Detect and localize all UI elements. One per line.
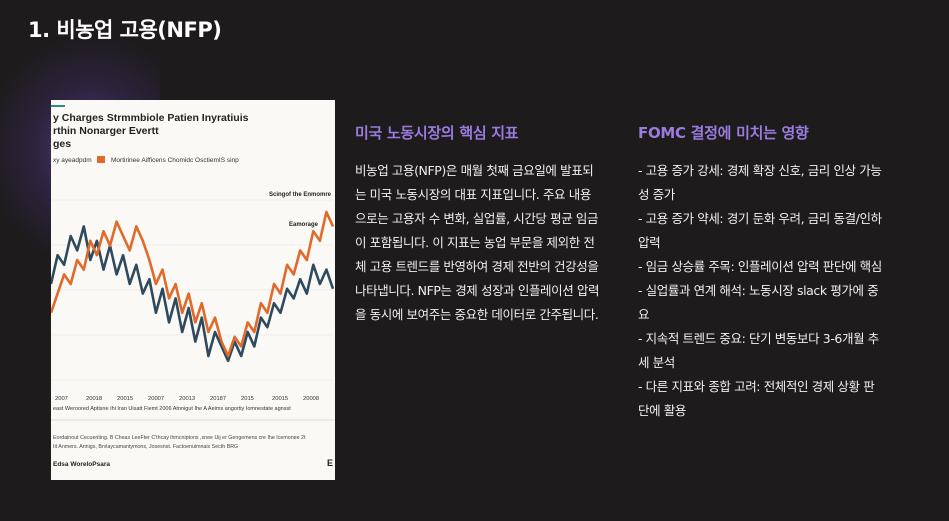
x-tick-label: 20015 <box>272 396 288 402</box>
legend-right-label: Mortirinee Aifficens Chomidc OsctiemIS s… <box>111 157 239 164</box>
x-tick-label: 20007 <box>148 396 164 402</box>
legend-swatch-orange <box>97 156 105 163</box>
right-column: FOMC 결정에 미치는 영향 - 고용 증가 강세: 경제 확장 신호, 금리… <box>638 122 883 423</box>
image-title-line3: ges <box>53 138 71 150</box>
foot-line-1: Eordainout Cecueriting. B Cheas LeeFter … <box>53 435 306 441</box>
x-tick-label: 2007 <box>55 396 68 402</box>
legend-left-label: xy ayeadpdm <box>53 157 92 164</box>
annotation-top: Scingof the Enmomre <box>269 192 332 198</box>
series-line-orange <box>51 210 335 358</box>
source-label: Edsa WoreloPsara <box>53 461 110 468</box>
left-column-heading: 미국 노동시장의 핵심 지표 <box>355 124 519 142</box>
right-column-heading: FOMC 결정에 미치는 영향 <box>638 124 809 142</box>
x-tick-label: 20018 <box>86 396 102 402</box>
chart-svg: y Charges Strmmbiole Patien Inyratiuis r… <box>51 105 335 468</box>
series-line-navy <box>51 225 335 363</box>
foot-line-2: Iit Anmers. Annigs, Brvlaycamantymons, J… <box>53 444 238 450</box>
caption-line: east Weroored Aptisne Ihi Iran Uisatt Fi… <box>53 406 291 412</box>
slide-title: 1. 비농업 고용(NFP) <box>28 18 222 42</box>
left-column: 미국 노동시장의 핵심 지표 비농업 고용(NFP)은 매월 첫째 금요일에 발… <box>355 122 600 327</box>
impact-list: - 고용 증가 강세: 경제 확장 신호, 금리 인상 가능성 증가 - 고용 … <box>638 159 883 423</box>
image-title-line2: rthin Nonarger Evertt <box>53 125 159 137</box>
annotation-mid: Eamorage <box>289 222 319 228</box>
x-tick-label: 20187 <box>210 396 226 402</box>
chart-lines <box>51 210 335 363</box>
image-title-line1: y Charges Strmmbiole Patien Inyratiuis <box>53 112 249 124</box>
x-tick-labels: 2007 20018 20015 20007 20013 20187 2015 20015 20… <box>55 396 319 402</box>
corner-letter: E <box>327 458 333 468</box>
impact-item: - 지속적 트렌드 중요: 단기 변동보다 3-6개월 추세 분석 <box>638 331 879 370</box>
impact-item: - 실업률과 연계 해석: 노동시장 slack 평가에 중요 <box>638 283 879 322</box>
x-tick-label: 2015 <box>241 396 254 402</box>
chart-image: y Charges Strmmbiole Patien Inyratiuis r… <box>51 100 335 480</box>
x-tick-label: 20008 <box>303 396 319 402</box>
impact-item: - 고용 증가 약세: 경기 둔화 우려, 금리 동결/인하 압력 <box>638 211 882 250</box>
impact-item: - 임금 상승률 주목: 인플레이션 압력 판단에 핵심 <box>638 259 882 274</box>
impact-item: - 다른 지표와 종합 고려: 전체적인 경제 상황 판단에 활용 <box>638 379 875 418</box>
x-tick-label: 20015 <box>117 396 133 402</box>
impact-item: - 고용 증가 강세: 경제 확장 신호, 금리 인상 가능성 증가 <box>638 163 882 202</box>
left-column-body: 비농업 고용(NFP)은 매월 첫째 금요일에 발표되는 미국 노동시장의 대표… <box>355 163 600 322</box>
x-tick-label: 20013 <box>179 396 195 402</box>
